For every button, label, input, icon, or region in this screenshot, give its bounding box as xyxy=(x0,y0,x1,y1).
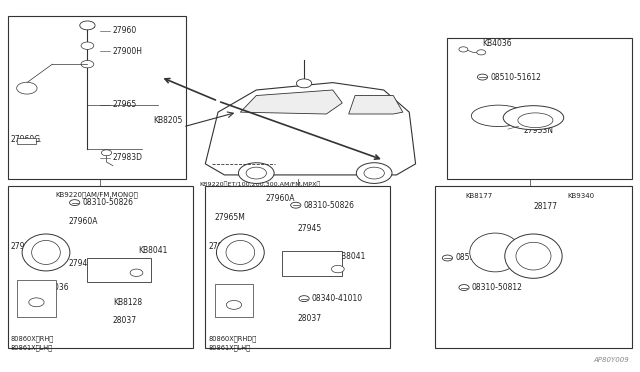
Ellipse shape xyxy=(471,105,525,126)
Text: KB4036: KB4036 xyxy=(483,39,512,48)
Text: KB9340: KB9340 xyxy=(568,193,595,199)
Circle shape xyxy=(246,167,266,179)
Text: 27983D: 27983D xyxy=(113,153,143,162)
Text: KB8205: KB8205 xyxy=(154,116,183,125)
Bar xyxy=(205,186,390,349)
Bar xyxy=(17,280,56,317)
Polygon shape xyxy=(205,83,415,175)
Text: 28037: 28037 xyxy=(113,316,137,325)
Circle shape xyxy=(81,61,94,68)
Text: 08310-50812: 08310-50812 xyxy=(472,283,522,292)
Circle shape xyxy=(227,301,242,310)
Circle shape xyxy=(70,200,80,206)
Ellipse shape xyxy=(31,240,60,264)
Text: 27933: 27933 xyxy=(209,243,233,251)
Text: KB8177: KB8177 xyxy=(466,193,493,199)
Text: 27960A: 27960A xyxy=(68,217,98,225)
Text: 80860X〈RHD〉
80861X〈LH〉: 80860X〈RHD〉 80861X〈LH〉 xyxy=(209,336,257,351)
Ellipse shape xyxy=(226,240,255,264)
Text: KB9220〈AM/FM,MONO〉: KB9220〈AM/FM,MONO〉 xyxy=(56,192,138,198)
Ellipse shape xyxy=(503,106,564,130)
Bar xyxy=(17,138,36,144)
Circle shape xyxy=(442,255,452,261)
Text: 27900E: 27900E xyxy=(113,264,142,273)
Text: 27933N: 27933N xyxy=(524,126,554,135)
Ellipse shape xyxy=(216,234,264,271)
Text: 08310-50826: 08310-50826 xyxy=(83,198,133,207)
Circle shape xyxy=(130,269,143,276)
Bar xyxy=(215,284,253,317)
Circle shape xyxy=(332,265,344,273)
Text: 28177: 28177 xyxy=(534,202,557,211)
Circle shape xyxy=(81,42,94,49)
Text: KB9220〈ET/100,200,300.AM/FM,MPX〉: KB9220〈ET/100,200,300.AM/FM,MPX〉 xyxy=(199,182,320,187)
Ellipse shape xyxy=(516,242,551,270)
Text: 27933: 27933 xyxy=(10,243,35,251)
Polygon shape xyxy=(349,96,403,114)
Circle shape xyxy=(296,79,312,88)
Circle shape xyxy=(477,74,488,80)
Bar xyxy=(8,16,186,179)
Ellipse shape xyxy=(505,234,562,278)
Circle shape xyxy=(101,150,111,156)
Text: 27965: 27965 xyxy=(113,100,137,109)
Circle shape xyxy=(29,298,44,307)
Text: 08513-61212: 08513-61212 xyxy=(455,253,506,263)
Ellipse shape xyxy=(22,234,70,271)
Circle shape xyxy=(291,202,301,208)
Text: AP80Y009: AP80Y009 xyxy=(593,357,629,363)
Text: KB8128: KB8128 xyxy=(113,298,142,307)
Ellipse shape xyxy=(518,113,553,128)
Bar xyxy=(88,258,151,282)
Circle shape xyxy=(477,50,486,55)
Text: KB8041: KB8041 xyxy=(336,251,365,261)
Text: 28037: 28037 xyxy=(298,314,322,323)
Text: 08310-50826: 08310-50826 xyxy=(303,201,355,210)
Text: 27965M: 27965M xyxy=(215,213,246,222)
Text: 27900H: 27900H xyxy=(113,47,143,56)
Circle shape xyxy=(299,296,309,302)
Polygon shape xyxy=(241,90,342,114)
Text: 27945: 27945 xyxy=(298,224,322,233)
Text: 27945: 27945 xyxy=(68,259,93,268)
Text: KB8041: KB8041 xyxy=(138,246,168,255)
Circle shape xyxy=(356,163,392,183)
Ellipse shape xyxy=(470,233,521,272)
Circle shape xyxy=(459,47,468,52)
Bar xyxy=(435,186,632,349)
Circle shape xyxy=(80,21,95,30)
Circle shape xyxy=(17,82,37,94)
Text: 27960A: 27960A xyxy=(266,195,295,203)
Circle shape xyxy=(364,167,385,179)
Circle shape xyxy=(239,163,274,183)
Text: KB4036: KB4036 xyxy=(40,283,69,292)
Text: 08340-41010: 08340-41010 xyxy=(312,294,363,303)
Text: 80860X〈RH〉
80861X〈LH〉: 80860X〈RH〉 80861X〈LH〉 xyxy=(10,336,54,351)
Circle shape xyxy=(459,285,469,291)
Text: 27960G: 27960G xyxy=(10,135,40,144)
Bar xyxy=(8,186,193,349)
Text: 08510-51612: 08510-51612 xyxy=(491,73,541,81)
Text: 27960: 27960 xyxy=(113,26,137,35)
Bar xyxy=(447,38,632,179)
Bar xyxy=(282,251,342,276)
